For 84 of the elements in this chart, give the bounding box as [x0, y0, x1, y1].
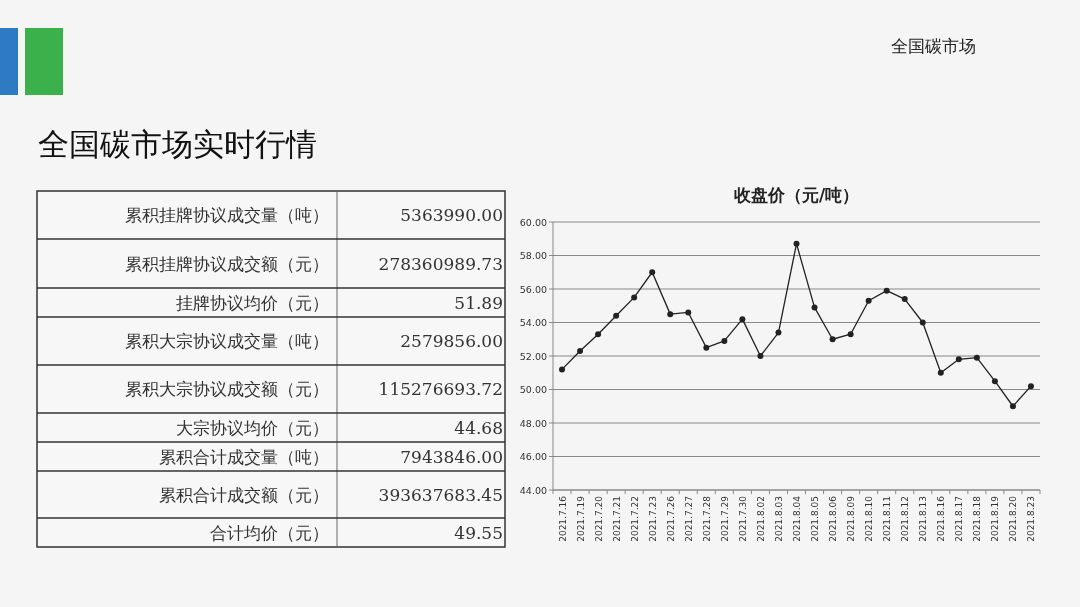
x-tick-label: 2021.7.28 [701, 495, 712, 542]
category-label: 累积大宗协议成交量（吨） [125, 331, 329, 351]
category-label: 累积挂牌协议成交量（吨） [125, 205, 329, 225]
point [1027, 383, 1034, 390]
chart-title: 收盘价（元/吨） [733, 185, 860, 205]
x-tick-label: 2021.7.23 [647, 496, 658, 542]
point [865, 297, 872, 304]
point [757, 353, 764, 359]
text: 全国碳市场实时行情 [38, 126, 317, 162]
x-tick-label: 2021.8.18 [972, 495, 983, 542]
text: 5363990.00 [400, 205, 503, 225]
text: 49.55 [454, 522, 503, 543]
x-tick-label: 2021.7.16 [557, 495, 568, 542]
point [973, 354, 980, 361]
x-tick-label: 2021.7.27 [683, 496, 694, 542]
y-tick-label: 56.00 [519, 283, 547, 295]
point [937, 369, 944, 376]
y-tick-label: 46.00 [519, 451, 547, 462]
x-tick-label: 2021.8.17 [954, 496, 965, 542]
point [685, 309, 692, 316]
point [595, 331, 602, 338]
point [811, 304, 818, 311]
text: 7943846.00 [400, 446, 503, 467]
y-tick-label: 58.00 [519, 250, 547, 261]
text: 全国碳市场 [891, 36, 976, 56]
category-label: 累积合计成交额（元） [159, 484, 329, 505]
point [631, 294, 638, 301]
x-tick-label: 2021.7.20 [593, 495, 604, 542]
x-tick-label: 2021.8.11 [882, 496, 893, 542]
point [919, 319, 926, 326]
category-label: 累积合计成交量（吨） [159, 446, 329, 467]
category-label: 累积挂牌协议成交额（元） [125, 253, 329, 274]
text: 115276693.72 [378, 379, 503, 399]
point [1009, 403, 1016, 410]
x-tick-label: 2021.7.26 [665, 495, 676, 542]
x-tick-label: 2021.7.30 [737, 495, 748, 542]
text: 44.68 [454, 417, 503, 438]
x-tick-label: 2021.8.03 [773, 496, 784, 542]
y-tick-label: 60.00 [519, 216, 547, 228]
y-tick-label: 54.00 [519, 317, 547, 328]
point [577, 347, 584, 354]
x-tick-label: 2021.8.09 [846, 495, 857, 542]
x-tick-label: 2021.8.19 [990, 495, 1001, 542]
x-tick-label: 2021.8.16 [936, 495, 947, 542]
point [829, 336, 836, 343]
point [721, 337, 728, 344]
category-label: 合计均价（元） [210, 522, 329, 543]
category-label: 累积大宗协议成交额（元） [125, 379, 329, 399]
y-tick-label: 48.00 [519, 417, 547, 429]
y-tick-label: 44.00 [519, 484, 547, 496]
point [739, 316, 746, 323]
point [649, 269, 656, 276]
point [847, 331, 854, 338]
point [955, 356, 962, 363]
point [703, 344, 710, 351]
text: 393637683.45 [378, 484, 503, 505]
point [667, 311, 674, 318]
point [775, 329, 782, 336]
text: 51.89 [454, 292, 503, 313]
point [901, 296, 908, 303]
point [883, 287, 890, 294]
x-tick-label: 2021.8.13 [918, 496, 929, 542]
x-tick-label: 2021.7.21 [611, 496, 622, 542]
x-tick-label: 2021.8.05 [810, 496, 821, 542]
y-tick-label: 50.00 [519, 384, 547, 395]
point [559, 366, 566, 373]
x-tick-label: 2021.8.06 [828, 495, 839, 542]
text: 2579856.00 [400, 331, 503, 351]
text: 278360989.73 [378, 253, 503, 274]
x-tick-label: 2021.8.10 [864, 495, 875, 542]
x-tick-label: 2021.7.19 [575, 495, 586, 542]
x-tick-label: 2021.8.02 [755, 496, 766, 542]
point [613, 312, 620, 319]
point [991, 378, 998, 385]
x-tick-label: 2021.8.04 [792, 495, 802, 542]
y-tick-label: 52.00 [519, 350, 547, 362]
x-tick-label: 2021.8.12 [900, 496, 911, 542]
x-tick-label: 2021.7.22 [629, 496, 640, 542]
x-tick-label: 2021.8.23 [1026, 496, 1037, 542]
point [793, 240, 800, 247]
category-label: 挂牌协议均价（元） [176, 292, 329, 313]
x-tick-label: 2021.7.29 [719, 495, 730, 542]
category-label: 大宗协议均价（元） [176, 417, 329, 438]
x-tick-label: 2021.8.20 [1008, 495, 1019, 542]
